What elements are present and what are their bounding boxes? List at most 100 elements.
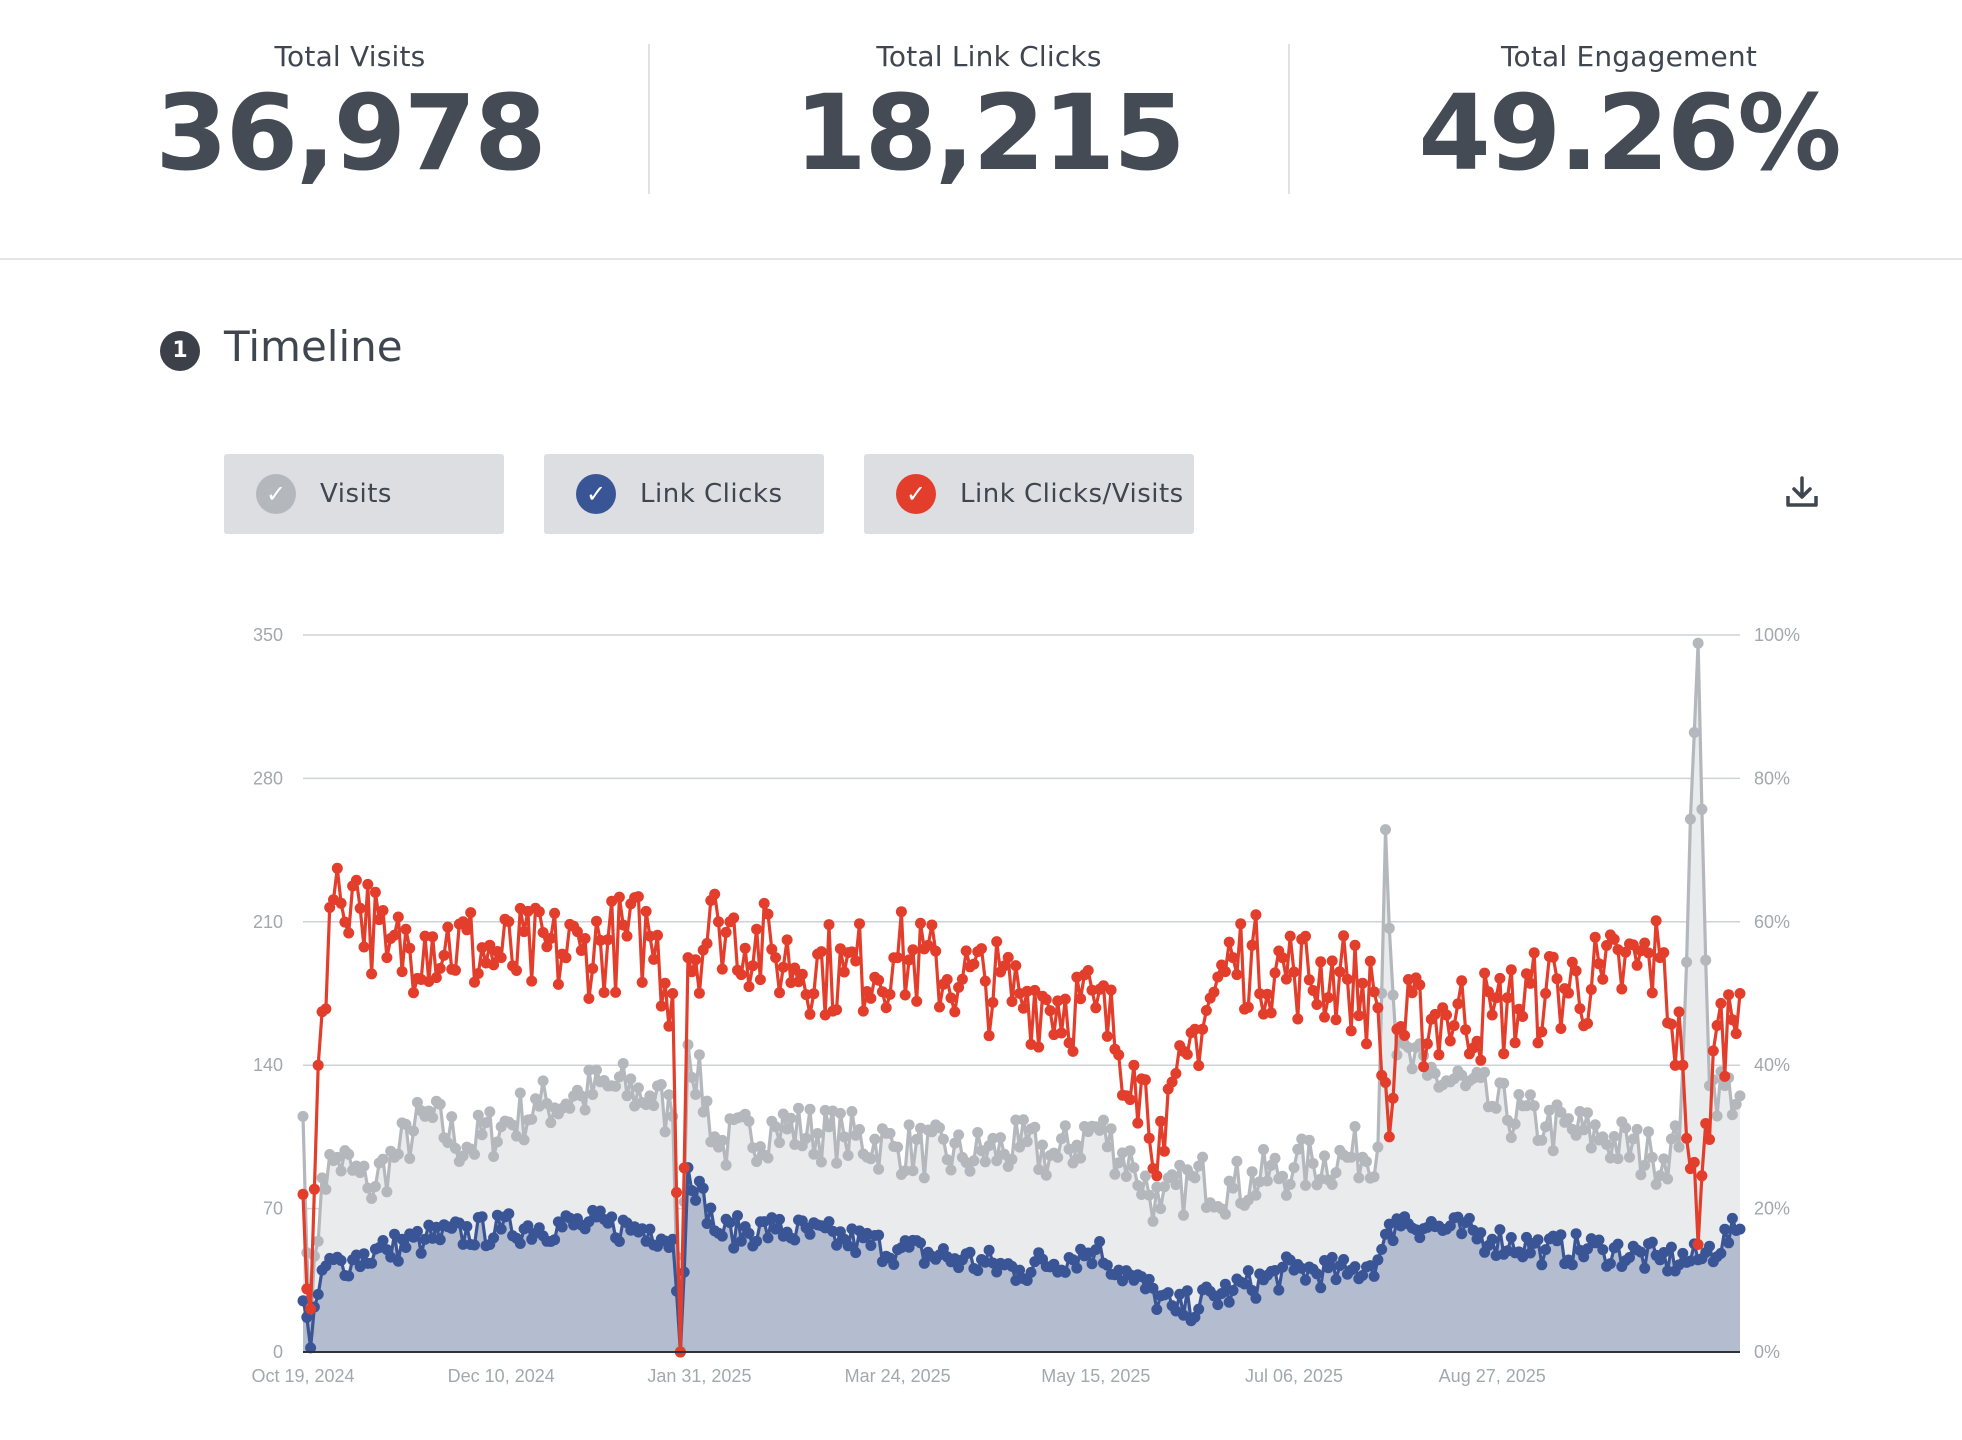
data-point-link-clicks (1490, 1250, 1502, 1261)
legend-toggle-visits[interactable]: ✓ Visits (224, 454, 504, 534)
data-point-visits (1219, 1208, 1231, 1220)
data-point-link-clicks-visits (530, 902, 541, 914)
data-point-visits (1284, 1178, 1296, 1190)
data-point-visits (1574, 1106, 1586, 1117)
data-point-visits (789, 1139, 801, 1150)
data-point-visits (423, 1105, 435, 1117)
data-point-link-clicks (1627, 1240, 1639, 1252)
data-point-visits (949, 1137, 961, 1149)
data-point-link-clicks (427, 1232, 439, 1244)
data-point-visits (922, 1124, 934, 1136)
data-point-visits (823, 1121, 835, 1133)
data-point-visits (1166, 1169, 1178, 1181)
data-point-visits (1040, 1169, 1052, 1181)
data-point-link-clicks (1643, 1238, 1654, 1250)
data-point-link-clicks-visits (1643, 947, 1654, 959)
data-point-link-clicks (1650, 1249, 1662, 1261)
data-point-visits (408, 1125, 419, 1137)
data-point-visits (934, 1122, 945, 1134)
data-point-link-clicks (526, 1233, 538, 1245)
data-point-link-clicks-visits (644, 930, 656, 942)
data-point-visits (1372, 1141, 1384, 1153)
legend-toggle-link-clicks[interactable]: ✓ Link Clicks (544, 454, 824, 534)
data-point-link-clicks-visits (686, 966, 698, 978)
data-point-visits (1010, 1114, 1022, 1126)
data-point-visits (1033, 1164, 1045, 1175)
data-point-link-clicks (1341, 1268, 1353, 1280)
download-icon[interactable] (1782, 472, 1822, 512)
data-point-link-clicks (400, 1242, 412, 1253)
data-point-link-clicks (1239, 1278, 1250, 1290)
data-point-link-clicks-visits (1387, 1092, 1399, 1104)
data-point-link-clicks (1364, 1260, 1376, 1272)
data-point-link-clicks-visits (1059, 993, 1071, 1005)
data-point-link-clicks (1585, 1233, 1597, 1245)
x-tick-label: Dec 10, 2024 (448, 1366, 555, 1386)
data-point-link-clicks-visits (1124, 1094, 1136, 1106)
data-point-visits (873, 1163, 885, 1175)
legend-toggle-ratio[interactable]: ✓ Link Clicks/Visits (864, 454, 1194, 534)
data-point-link-clicks-visits (793, 976, 804, 988)
data-point-link-clicks-visits (1231, 969, 1243, 981)
data-point-visits (701, 1095, 713, 1107)
data-point-link-clicks (1143, 1273, 1155, 1285)
data-point-link-clicks-visits (1284, 930, 1296, 942)
data-point-link-clicks (1166, 1300, 1178, 1312)
data-point-visits (976, 1145, 987, 1157)
data-point-visits (1364, 1172, 1376, 1184)
data-point-link-clicks (617, 1214, 629, 1226)
data-point-link-clicks-visits (1139, 1074, 1151, 1086)
data-point-visits (446, 1111, 458, 1123)
data-point-link-clicks (411, 1225, 423, 1237)
data-point-link-clicks-visits (1002, 951, 1014, 963)
data-point-link-clicks (1677, 1247, 1689, 1259)
x-tick-label: Aug 27, 2025 (1439, 1366, 1546, 1386)
data-point-link-clicks (1204, 1285, 1216, 1297)
data-point-link-clicks-visits (911, 995, 923, 1007)
data-point-visits (720, 1159, 732, 1171)
data-point-visits (644, 1090, 656, 1102)
data-point-visits (945, 1164, 957, 1176)
data-point-visits (827, 1105, 839, 1117)
data-point-link-clicks (739, 1221, 751, 1233)
data-point-link-clicks-visits (1117, 1089, 1128, 1101)
legend-label: Link Clicks/Visits (960, 479, 1184, 509)
data-point-link-clicks-visits (1502, 992, 1513, 1004)
data-point-visits (476, 1129, 488, 1141)
data-point-link-clicks-visits (324, 902, 336, 913)
data-point-visits (1715, 1066, 1727, 1078)
data-point-link-clicks-visits (1078, 969, 1090, 981)
data-point-link-clicks-visits (1471, 1035, 1483, 1047)
data-point-link-clicks (1261, 1269, 1273, 1281)
data-point-link-clicks-visits (1341, 973, 1353, 985)
data-point-link-clicks (774, 1213, 785, 1225)
data-point-link-clicks (968, 1263, 980, 1274)
data-point-visits (1521, 1100, 1532, 1112)
data-point-visits (1490, 1102, 1502, 1114)
data-point-link-clicks (1178, 1309, 1189, 1321)
data-point-link-clicks-visits (873, 974, 885, 986)
data-point-visits (903, 1119, 915, 1131)
data-point-visits (640, 1099, 652, 1111)
data-point-link-clicks (469, 1239, 480, 1251)
data-point-link-clicks (331, 1251, 343, 1263)
data-point-visits (1559, 1116, 1571, 1128)
data-point-link-clicks-visits (1300, 930, 1311, 942)
data-point-link-clicks-visits (1479, 967, 1491, 979)
data-point-visits (1063, 1143, 1075, 1155)
data-point-visits (709, 1131, 721, 1143)
data-point-link-clicks (1117, 1275, 1128, 1287)
data-point-link-clicks-visits (1429, 1008, 1441, 1020)
data-point-link-clicks (987, 1257, 999, 1269)
data-point-link-clicks (564, 1212, 576, 1224)
data-point-link-clicks (800, 1222, 812, 1234)
data-point-visits (1254, 1176, 1266, 1188)
data-point-visits (1387, 989, 1399, 1001)
data-point-link-clicks-visits (1098, 980, 1109, 992)
data-point-link-clicks-visits (1082, 965, 1094, 976)
data-point-link-clicks-visits (1193, 1060, 1205, 1072)
data-point-link-clicks (667, 1233, 679, 1245)
data-point-link-clicks (491, 1209, 503, 1221)
data-point-link-clicks-visits (739, 942, 751, 954)
data-point-visits (610, 1080, 622, 1092)
